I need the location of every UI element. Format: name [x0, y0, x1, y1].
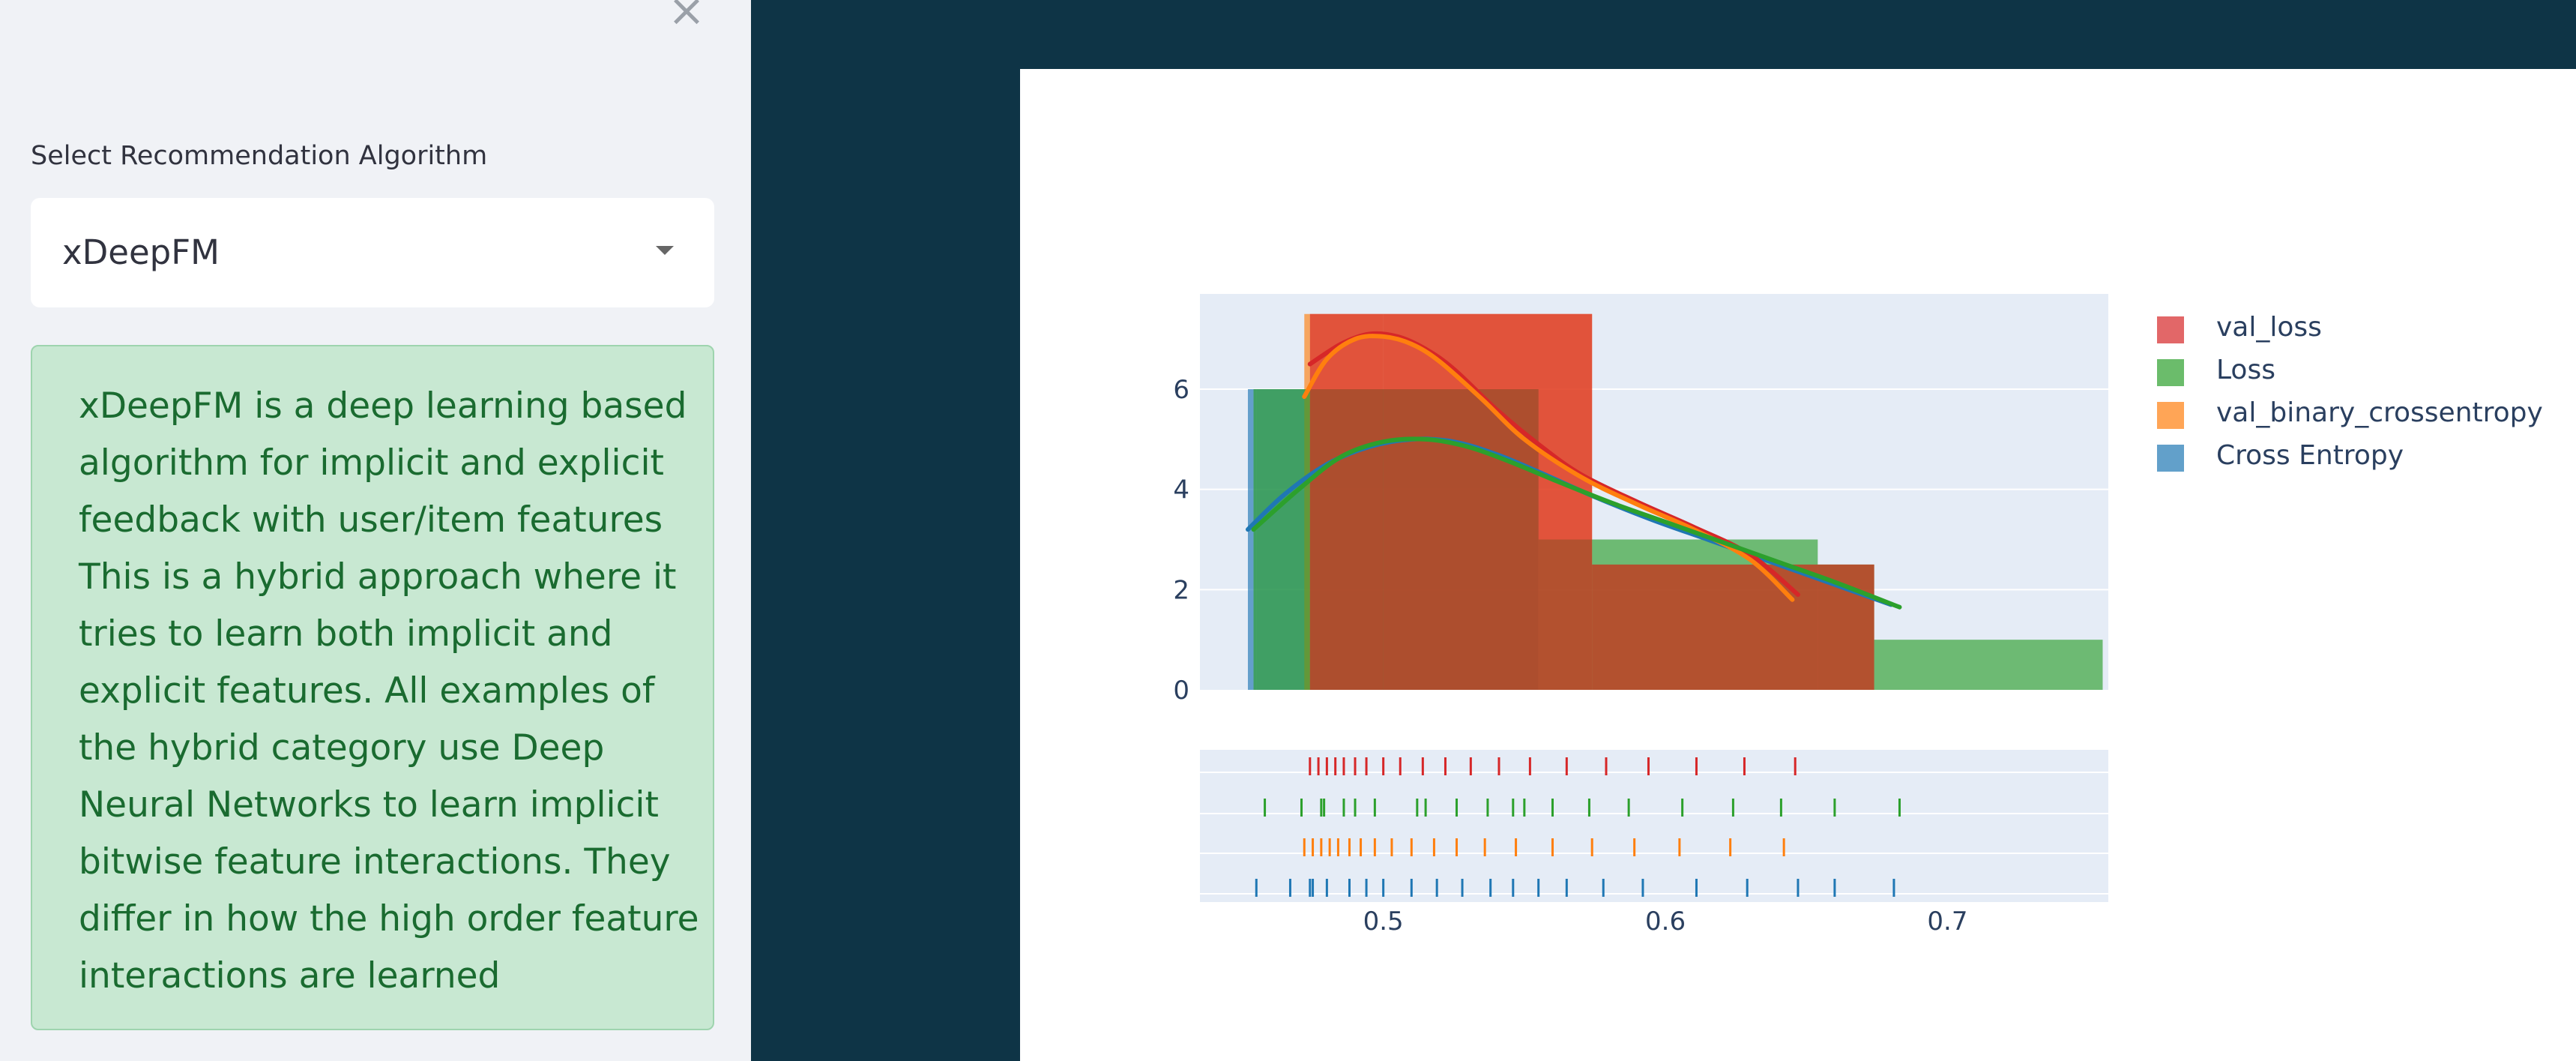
x-tick-label: 0.7	[1927, 907, 1967, 937]
legend-label: Cross Entropy	[2216, 440, 2404, 471]
legend-label: val_binary_crossentropy	[2216, 397, 2543, 428]
kde-curve	[1307, 331, 1800, 598]
histogram-bar	[1309, 313, 1384, 690]
y-tick-label: 6	[1173, 375, 1189, 405]
y-tick-label: 2	[1173, 575, 1189, 605]
kde-curve	[1251, 436, 1902, 610]
algorithm-info-box: xDeepFM is a deep learning based algorit…	[31, 345, 714, 1030]
legend-label: Loss	[2216, 355, 2275, 385]
sidebar: × Select Recommendation Algorithm xDeepF…	[0, 0, 751, 1061]
legend-swatch	[2157, 359, 2184, 386]
chevron-down-icon	[656, 246, 674, 255]
legend-swatch	[2157, 316, 2184, 343]
y-tick-label: 4	[1173, 475, 1189, 505]
legend-swatch	[2157, 445, 2184, 472]
y-tick-label: 0	[1173, 676, 1189, 706]
algorithm-description: xDeepFM is a deep learning based algorit…	[79, 385, 699, 997]
x-tick-label: 0.6	[1645, 907, 1686, 937]
legend-swatch	[2157, 402, 2184, 429]
select-value: xDeepFM	[62, 232, 220, 272]
select-label: Select Recommendation Algorithm	[31, 141, 488, 171]
histogram-bar	[1592, 564, 1874, 690]
histogram-bar	[1383, 313, 1593, 690]
legend-label: val_loss	[2216, 312, 2322, 343]
histogram-bar	[1247, 388, 1257, 690]
close-sidebar-button[interactable]: ×	[667, 0, 706, 37]
algorithm-select[interactable]: xDeepFM	[31, 198, 714, 307]
x-tick-label: 0.5	[1363, 907, 1404, 937]
histogram-bar	[1253, 388, 1310, 690]
histogram-bar	[1874, 640, 2103, 690]
rug-area	[1200, 750, 2108, 902]
header-band	[1020, 0, 2576, 18]
